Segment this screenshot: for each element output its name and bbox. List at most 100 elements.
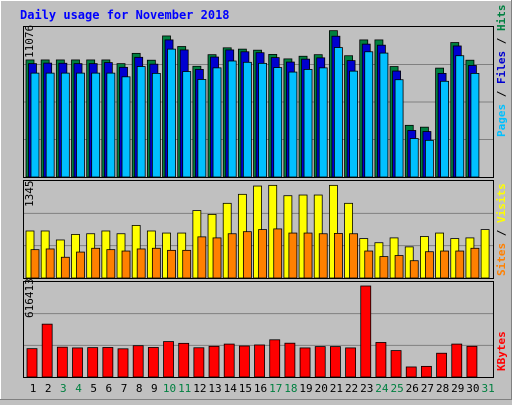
day-label: 28 <box>436 382 449 395</box>
day-label: 23 <box>360 382 373 395</box>
bar-pages <box>273 67 283 178</box>
bar-kbytes <box>238 345 250 378</box>
day-label: 21 <box>330 382 343 395</box>
bar-kbytes <box>405 366 417 378</box>
bar-sites <box>197 236 207 279</box>
bar-visits <box>328 184 338 279</box>
bar-kbytes <box>375 342 387 378</box>
bar-pages <box>425 139 434 178</box>
bar-sites <box>242 231 252 279</box>
bar-pages <box>151 72 161 178</box>
bars-pages-files-hits <box>25 30 480 178</box>
legend-entry: / <box>495 223 508 243</box>
bars-kbytes <box>26 285 478 378</box>
day-axis-labels: 1 2 3 4 5 6 7 8 9 10 11 12 13 14 15 16 17 18 19 20 21 22 23 24 2… <box>30 382 495 395</box>
bar-kbytes <box>436 352 447 378</box>
bar-kbytes <box>360 285 372 378</box>
bar-sites <box>258 229 267 279</box>
bar-sites <box>379 256 389 279</box>
bar-pages <box>60 72 70 178</box>
bar-sites <box>76 251 85 279</box>
legend-hits: Pages / Files / Hits <box>495 5 508 138</box>
bar-sites <box>106 249 116 279</box>
bar-kbytes <box>466 345 478 378</box>
day-label: 5 <box>90 382 97 395</box>
bar-kbytes <box>26 348 38 378</box>
day-label: 30 <box>466 382 479 395</box>
bar-pages <box>91 72 101 178</box>
bar-kbytes <box>102 347 114 378</box>
bar-pages <box>182 71 192 178</box>
bar-kbytes <box>87 347 99 378</box>
bar-sites <box>349 233 358 279</box>
bar-sites <box>91 247 101 279</box>
bar-sites <box>30 249 40 279</box>
bar-pages <box>76 72 85 178</box>
day-label: 26 <box>406 382 419 395</box>
day-label: 3 <box>60 382 67 395</box>
bar-kbytes <box>193 347 205 378</box>
bar-sites <box>182 249 192 279</box>
bar-sites <box>212 237 222 279</box>
bar-sites <box>333 233 343 279</box>
legend-entry: Pages <box>495 104 508 137</box>
legend-entry: KBytes <box>495 331 508 371</box>
bar-sites <box>364 250 374 279</box>
bar-sites <box>273 228 283 279</box>
day-label: 13 <box>208 382 221 395</box>
bar-pages <box>106 72 116 178</box>
day-label: 29 <box>451 382 464 395</box>
bar-sites <box>318 233 328 279</box>
bar-sites <box>227 233 237 279</box>
day-label: 19 <box>299 382 312 395</box>
bar-sites <box>167 249 176 279</box>
bar-kbytes <box>178 342 190 378</box>
bar-pages <box>364 51 374 178</box>
day-label: 2 <box>45 382 52 395</box>
bar-pages <box>167 48 176 178</box>
bar-kbytes <box>284 342 296 378</box>
day-label: 15 <box>239 382 252 395</box>
day-label: 10 <box>163 382 176 395</box>
bar-pages <box>288 71 298 178</box>
day-label: 27 <box>421 382 434 395</box>
legend-entry: Sites <box>495 243 508 276</box>
day-label: 24 <box>375 382 389 395</box>
day-label: 14 <box>224 382 238 395</box>
day-label: 7 <box>121 382 128 395</box>
bar-pages <box>242 61 252 178</box>
bar-pages <box>333 47 343 178</box>
bar-visits <box>480 229 490 279</box>
day-label: 1 <box>30 382 37 395</box>
y-max-label-hits: 11076 <box>23 25 36 58</box>
day-label: 9 <box>151 382 158 395</box>
bar-sites <box>409 260 419 279</box>
day-label: 20 <box>315 382 328 395</box>
legend-entry: / <box>495 84 508 104</box>
bars-visits-sites <box>25 184 490 279</box>
bar-sites <box>45 248 55 279</box>
bar-kbytes <box>451 343 463 378</box>
bar-pages <box>197 79 207 178</box>
bar-pages <box>394 79 404 178</box>
day-label: 31 <box>481 382 494 395</box>
bar-kbytes <box>314 346 326 378</box>
bar-kbytes <box>208 345 220 378</box>
bar-kbytes <box>269 339 281 378</box>
bar-pages <box>121 76 131 178</box>
bar-sites <box>303 232 313 279</box>
legend-entry: / <box>495 31 508 51</box>
bar-kbytes <box>56 346 68 378</box>
bar-kbytes <box>421 365 432 378</box>
bar-pages <box>379 52 389 178</box>
bar-kbytes <box>390 350 402 378</box>
bar-sites <box>470 247 480 279</box>
bar-pages <box>136 66 146 178</box>
day-label: 6 <box>106 382 113 395</box>
y-max-label-visits: 1345 <box>23 181 36 208</box>
bar-pages <box>349 70 358 178</box>
bar-kbytes <box>41 323 53 378</box>
bar-sites <box>440 250 449 279</box>
chart-title: Daily usage for November 2018 <box>20 8 230 22</box>
